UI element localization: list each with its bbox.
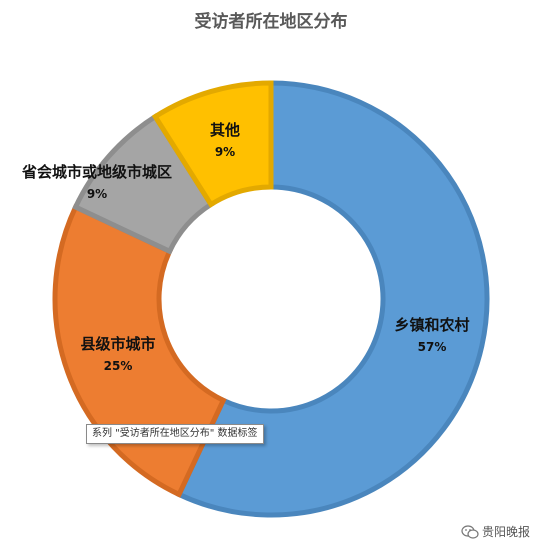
slice-label-2: 省会城市或地级市城区	[21, 163, 172, 181]
watermark-text: 贵阳晚报	[481, 525, 530, 539]
slice-label-3: 其他	[210, 121, 240, 139]
donut-slice-0	[175, 80, 490, 518]
watermark: 贵阳晚报	[461, 523, 530, 540]
donut-slice-3	[151, 80, 274, 208]
tooltip-text: 系列 "受访者所在地区分布" 数据标签	[92, 428, 258, 439]
slice-value-label-0: 57%	[418, 340, 447, 354]
slice-value-label-2: 9%	[87, 187, 107, 201]
slice-label-0: 乡镇和农村	[394, 316, 469, 334]
chart-title: 受访者所在地区分布	[195, 11, 348, 32]
slice-label-1: 县级市城市	[80, 335, 155, 353]
wechat-icon	[461, 524, 479, 539]
data-label-tooltip: 系列 "受访者所在地区分布" 数据标签	[86, 424, 264, 444]
slice-value-label-1: 25%	[104, 359, 133, 373]
slice-value-label-3: 9%	[215, 145, 235, 159]
